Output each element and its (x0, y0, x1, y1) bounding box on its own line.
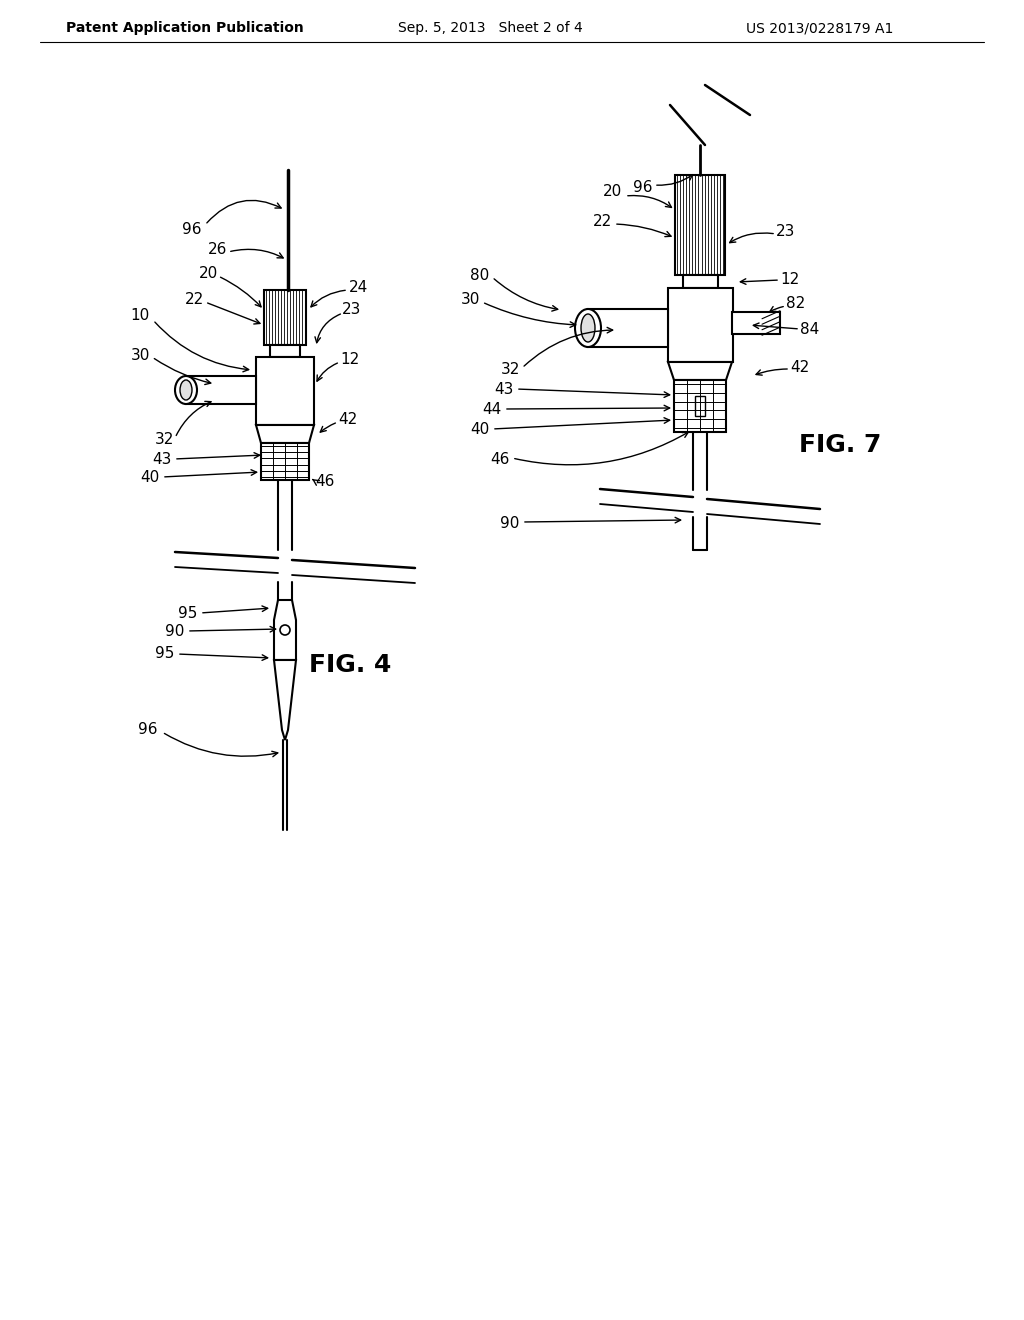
Ellipse shape (180, 380, 193, 400)
Text: 82: 82 (786, 297, 806, 312)
Ellipse shape (575, 309, 601, 347)
Text: 90: 90 (165, 624, 184, 639)
Text: FIG. 4: FIG. 4 (309, 653, 391, 677)
Text: 22: 22 (592, 214, 611, 230)
Text: FIG. 7: FIG. 7 (799, 433, 882, 457)
Ellipse shape (581, 314, 595, 342)
Text: 10: 10 (130, 308, 150, 322)
Bar (668, 288, 733, 362)
Bar (732, 312, 780, 334)
Text: 80: 80 (470, 268, 489, 282)
Text: 84: 84 (801, 322, 819, 338)
Text: 43: 43 (153, 453, 172, 467)
Text: 32: 32 (501, 363, 520, 378)
Ellipse shape (175, 376, 197, 404)
Text: 46: 46 (315, 474, 335, 490)
Bar (186, 376, 256, 404)
Text: 12: 12 (780, 272, 800, 288)
Text: 24: 24 (348, 281, 368, 296)
Text: 22: 22 (185, 293, 205, 308)
Text: 20: 20 (603, 185, 623, 199)
Text: Sep. 5, 2013   Sheet 2 of 4: Sep. 5, 2013 Sheet 2 of 4 (397, 21, 583, 36)
Text: 96: 96 (633, 181, 652, 195)
Text: 30: 30 (461, 293, 479, 308)
Text: 23: 23 (342, 302, 361, 318)
Bar (261, 444, 309, 480)
Text: 95: 95 (178, 606, 198, 622)
Text: 40: 40 (140, 470, 160, 486)
Bar (695, 396, 705, 416)
Text: 42: 42 (791, 360, 810, 375)
Bar (675, 176, 725, 275)
Text: 20: 20 (199, 267, 218, 281)
Bar (674, 380, 726, 432)
Text: 40: 40 (470, 422, 489, 437)
Text: US 2013/0228179 A1: US 2013/0228179 A1 (746, 21, 894, 36)
Bar (264, 290, 306, 345)
Bar (270, 345, 300, 356)
Text: 32: 32 (156, 433, 175, 447)
Text: 23: 23 (776, 224, 796, 239)
Polygon shape (274, 660, 296, 741)
Text: 96: 96 (182, 223, 202, 238)
Circle shape (280, 624, 290, 635)
Polygon shape (668, 362, 732, 380)
Text: 90: 90 (501, 516, 520, 531)
Text: 43: 43 (495, 383, 514, 397)
Text: 42: 42 (338, 412, 357, 428)
Text: 44: 44 (482, 403, 502, 417)
Text: 26: 26 (208, 243, 227, 257)
Text: Patent Application Publication: Patent Application Publication (67, 21, 304, 36)
Text: 46: 46 (490, 453, 510, 467)
Text: 95: 95 (156, 647, 175, 661)
Text: 30: 30 (130, 347, 150, 363)
Bar (588, 309, 668, 347)
Polygon shape (274, 601, 296, 660)
Text: 12: 12 (340, 352, 359, 367)
Polygon shape (256, 425, 314, 444)
Bar (256, 356, 314, 425)
Text: 96: 96 (138, 722, 158, 738)
Bar (683, 275, 718, 288)
